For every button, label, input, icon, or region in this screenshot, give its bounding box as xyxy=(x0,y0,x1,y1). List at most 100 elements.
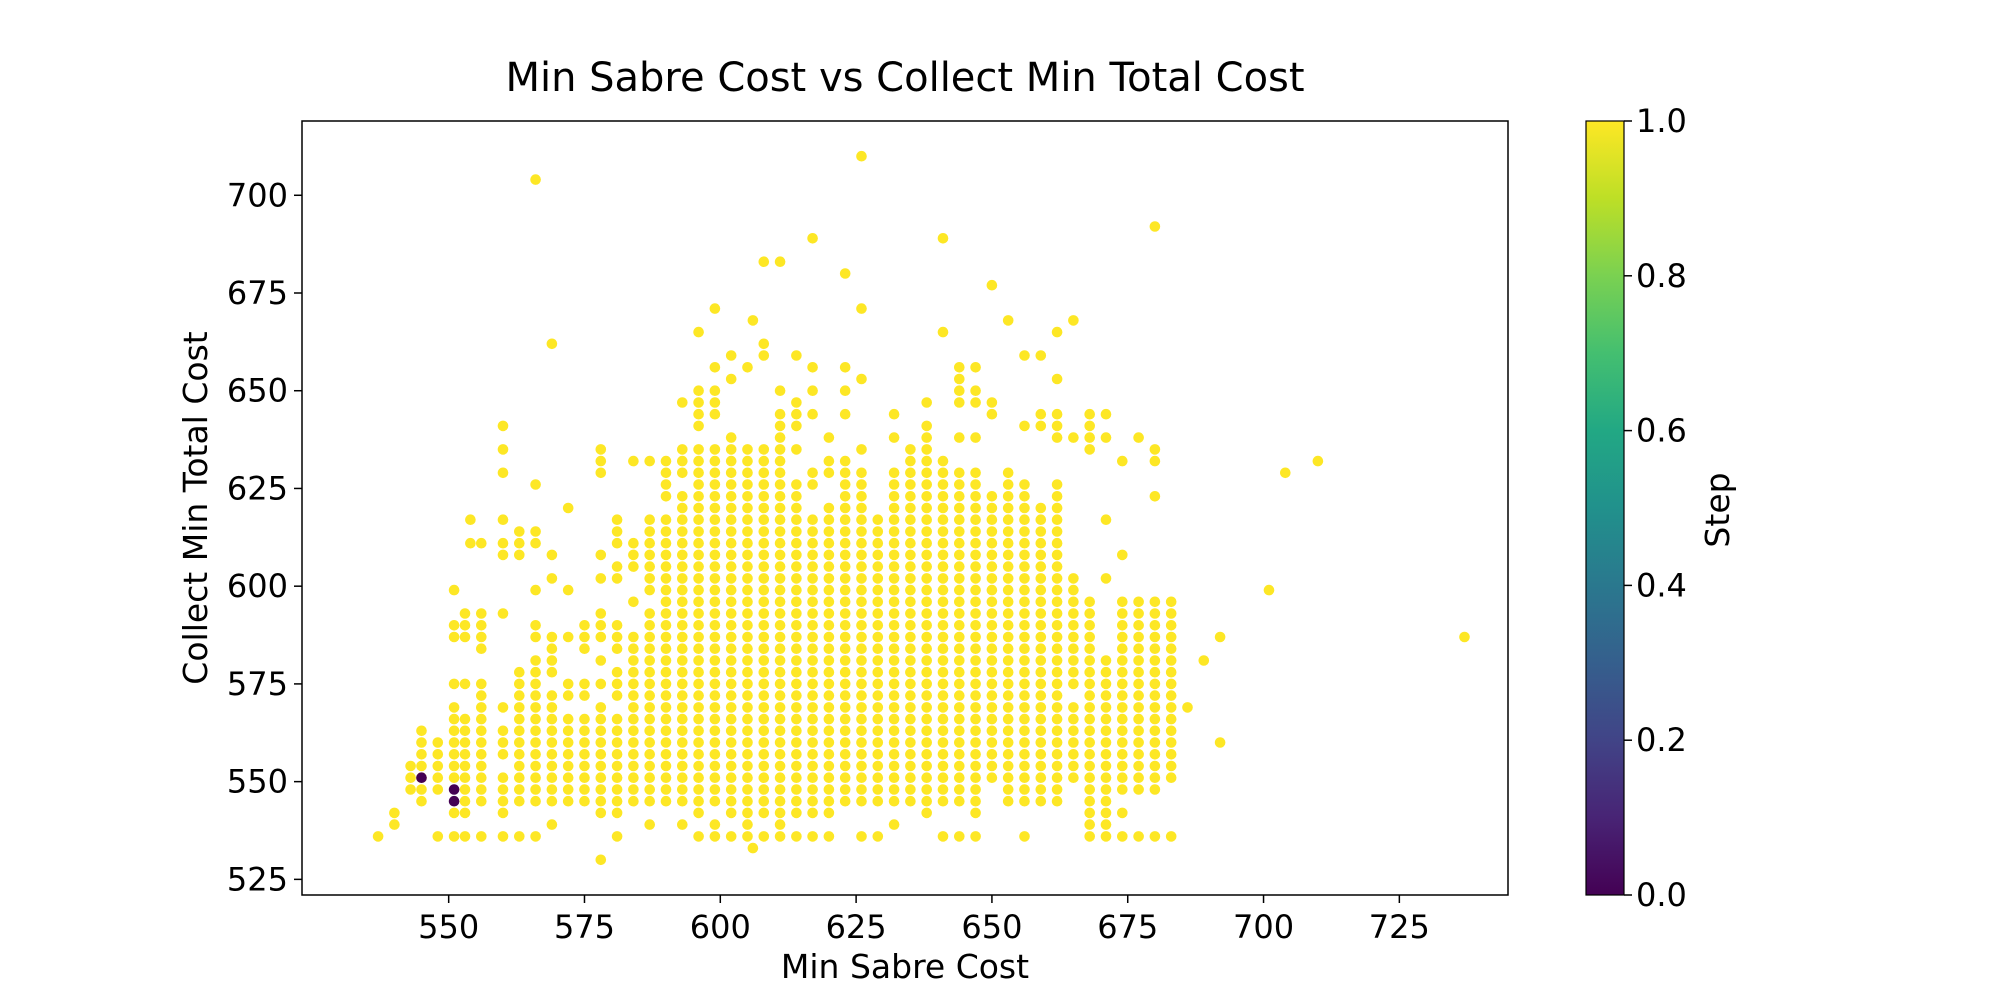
data-point xyxy=(644,713,655,725)
x-tick-label: 625 xyxy=(826,908,887,946)
y-tick-label: 525 xyxy=(227,860,288,898)
data-point xyxy=(888,702,900,713)
data-point xyxy=(970,537,981,549)
data-point xyxy=(742,725,753,737)
data-point xyxy=(660,596,672,608)
data-point xyxy=(839,608,851,619)
data-point xyxy=(448,831,460,842)
data-point xyxy=(921,620,932,631)
data-point xyxy=(1068,608,1079,619)
data-point xyxy=(1100,795,1112,807)
data-point xyxy=(872,795,884,807)
data-point xyxy=(742,702,753,713)
data-point xyxy=(1019,350,1030,361)
data-point xyxy=(1100,725,1112,737)
data-point xyxy=(758,702,770,713)
data-point xyxy=(644,526,655,537)
data-point xyxy=(937,737,949,748)
data-point xyxy=(774,491,786,502)
data-point xyxy=(432,772,444,783)
data-point xyxy=(1117,631,1128,643)
data-point xyxy=(986,631,998,643)
data-point xyxy=(921,678,932,690)
data-point xyxy=(747,315,759,326)
data-point xyxy=(774,678,786,690)
data-point xyxy=(1165,749,1177,760)
data-point xyxy=(1165,643,1177,654)
data-point xyxy=(1002,749,1014,760)
data-point xyxy=(1149,221,1161,232)
data-point xyxy=(791,631,802,643)
data-point xyxy=(725,350,737,361)
data-point xyxy=(677,643,688,654)
data-point xyxy=(1051,491,1063,502)
data-point xyxy=(905,725,916,737)
data-point xyxy=(660,666,672,678)
data-point xyxy=(448,678,460,690)
data-point xyxy=(725,666,737,678)
data-point xyxy=(497,737,509,748)
data-point xyxy=(954,690,965,701)
data-point xyxy=(742,467,753,479)
data-point xyxy=(807,573,818,584)
data-point xyxy=(1019,537,1030,549)
data-point xyxy=(497,420,509,432)
data-point xyxy=(986,279,998,291)
data-point xyxy=(693,760,704,772)
data-point xyxy=(905,620,916,631)
data-point xyxy=(595,854,607,866)
data-point xyxy=(921,666,932,678)
data-point xyxy=(758,537,770,549)
data-point xyxy=(1312,455,1324,467)
data-point xyxy=(921,713,932,725)
data-point xyxy=(725,737,737,748)
data-point xyxy=(954,655,965,666)
data-point xyxy=(774,666,786,678)
data-point xyxy=(476,620,487,631)
data-point xyxy=(677,772,688,783)
data-point xyxy=(660,455,672,467)
data-point xyxy=(839,362,851,373)
data-point xyxy=(497,467,509,479)
data-point xyxy=(1002,467,1014,479)
data-point xyxy=(709,479,721,490)
colorbar-tick-label: 0.0 xyxy=(1636,876,1687,914)
data-point xyxy=(1035,784,1047,795)
data-point xyxy=(807,620,818,631)
data-point xyxy=(579,678,590,690)
data-point xyxy=(758,479,770,490)
data-point xyxy=(954,678,965,690)
data-point xyxy=(611,620,623,631)
data-point xyxy=(823,596,835,608)
data-point xyxy=(888,479,900,490)
data-point xyxy=(476,690,487,701)
data-point xyxy=(1084,620,1095,631)
data-point xyxy=(954,620,965,631)
data-point xyxy=(823,561,835,572)
data-point xyxy=(709,831,721,842)
data-point xyxy=(1002,784,1014,795)
data-point xyxy=(1117,690,1128,701)
data-point xyxy=(807,666,818,678)
y-tick-label: 550 xyxy=(227,763,288,801)
data-point xyxy=(459,737,471,748)
data-point xyxy=(1165,737,1177,748)
data-point xyxy=(742,362,753,373)
data-point xyxy=(1019,631,1030,643)
data-point xyxy=(905,702,916,713)
data-point xyxy=(1035,549,1047,561)
data-point xyxy=(856,620,867,631)
data-point xyxy=(725,760,737,772)
data-point xyxy=(1165,678,1177,690)
colorbar-tick-label: 1.0 xyxy=(1636,102,1687,140)
data-point xyxy=(1019,725,1030,737)
data-point xyxy=(986,749,998,760)
data-point xyxy=(839,713,851,725)
data-point xyxy=(459,795,471,807)
data-point xyxy=(628,702,639,713)
data-point xyxy=(774,561,786,572)
data-point xyxy=(742,655,753,666)
data-point xyxy=(628,631,639,643)
data-point xyxy=(1100,760,1112,772)
data-point xyxy=(1068,737,1079,748)
